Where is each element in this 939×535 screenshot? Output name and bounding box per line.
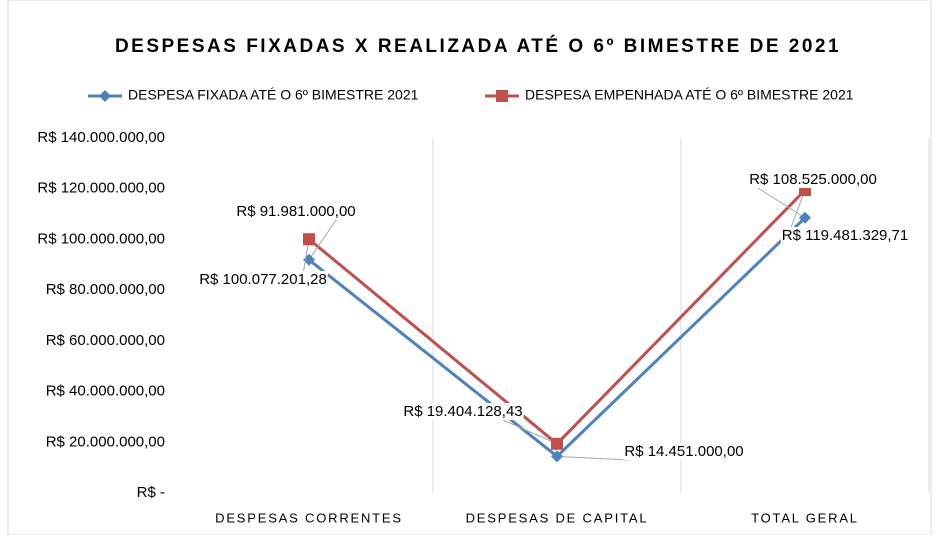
data-label: R$ 108.525.000,00 (749, 171, 877, 188)
marker (551, 437, 563, 450)
data-label-bg (402, 402, 524, 420)
data-label: R$ 100.077.201,28 (199, 271, 327, 288)
leader-line (308, 219, 337, 261)
data-label-bg (748, 170, 878, 188)
marker (496, 90, 508, 102)
chart-title: DESPESAS FIXADAS X REALIZADA ATÉ O 6º BI… (115, 35, 841, 57)
legend-label: DESPESA EMPENHADA ATÉ O 6º BIMESTRE 2021 (525, 87, 854, 103)
y-tick-label: R$ 20.000.000,00 (46, 433, 165, 450)
leader-line (556, 455, 630, 461)
y-tick-label: R$ - (137, 484, 165, 501)
y-tick-label: R$ 60.000.000,00 (46, 332, 165, 349)
data-label: R$ 14.451.000,00 (624, 443, 743, 460)
data-label: R$ 91.981.000,00 (236, 203, 355, 220)
data-label-bg (198, 270, 328, 288)
y-tick-label: R$ 80.000.000,00 (46, 281, 165, 298)
data-label-bg (623, 442, 745, 460)
legend-label: DESPESA FIXADA ATÉ O 6º BIMESTRE 2021 (128, 87, 419, 103)
y-tick-label: R$ 100.000.000,00 (37, 230, 165, 247)
leader-line (789, 189, 806, 231)
leader-line (757, 187, 806, 219)
y-tick-label: R$ 40.000.000,00 (46, 383, 165, 400)
data-label: R$ 19.404.128,43 (403, 403, 522, 420)
data-label: R$ 119.481.329,71 (782, 227, 909, 244)
y-tick-label: R$ 120.000.000,00 (37, 180, 165, 197)
marker (99, 90, 111, 102)
marker (551, 450, 563, 463)
data-label-bg (780, 226, 910, 244)
marker (303, 253, 315, 266)
data-label-bg (235, 202, 357, 220)
chart-frame (7, 0, 932, 535)
y-tick-label: R$ 140.000.000,00 (37, 129, 165, 146)
marker (303, 233, 315, 246)
x-tick-label: DESPESAS CORRENTES (215, 510, 403, 525)
x-tick-label: TOTAL GERAL (751, 510, 859, 525)
leader-line (502, 419, 558, 445)
marker (799, 211, 811, 224)
x-tick-label: DESPESAS DE CAPITAL (466, 510, 649, 525)
